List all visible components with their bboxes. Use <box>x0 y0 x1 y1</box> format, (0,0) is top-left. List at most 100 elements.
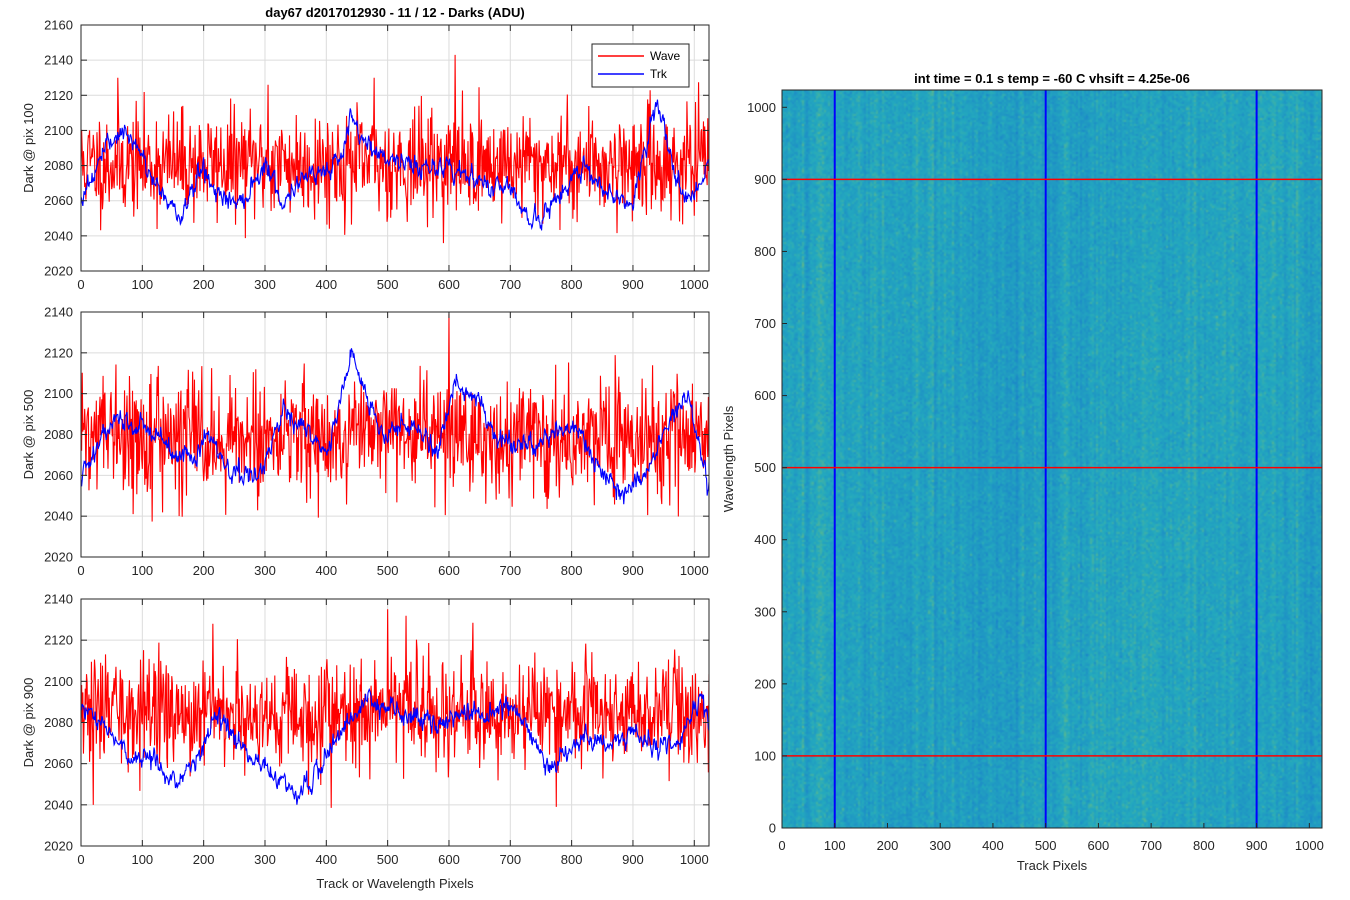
y-tick-label: 1000 <box>747 100 776 115</box>
y-tick-label: 2140 <box>44 305 73 320</box>
y-tick-label: 2040 <box>44 509 73 524</box>
x-tick-label: 600 <box>438 563 460 578</box>
x-tick-label: 300 <box>929 838 951 853</box>
y-tick-label: 2120 <box>44 345 73 360</box>
x-tick-label: 100 <box>131 563 153 578</box>
legend-label-trk: Trk <box>650 67 668 81</box>
y-tick-label: 2020 <box>44 264 73 279</box>
x-tick-label: 900 <box>622 852 644 867</box>
x-tick-label: 700 <box>499 277 521 292</box>
x-tick-label: 1000 <box>680 563 709 578</box>
x-tick-label: 200 <box>877 838 899 853</box>
y-tick-label: 2080 <box>44 427 73 442</box>
x-tick-label: 600 <box>1088 838 1110 853</box>
y-tick-label: 800 <box>754 244 776 259</box>
x-tick-label: 700 <box>1140 838 1162 853</box>
y-tick-label: 2020 <box>44 550 73 565</box>
y-tick-label: 900 <box>754 172 776 187</box>
chart-title: day67 d2017012930 - 11 / 12 - Darks (ADU… <box>265 5 524 20</box>
axes-box <box>781 89 1323 829</box>
x-tick-label: 100 <box>131 852 153 867</box>
y-tick-label: 2100 <box>44 674 73 689</box>
y-tick-label: 2100 <box>44 123 73 138</box>
x-tick-label: 200 <box>193 563 215 578</box>
series-line-trk <box>81 687 709 805</box>
y-tick-label: 2080 <box>44 158 73 173</box>
y-tick-label: 500 <box>754 460 776 475</box>
x-tick-label: 700 <box>499 852 521 867</box>
x-tick-label: 500 <box>377 277 399 292</box>
y-tick-label: 2100 <box>44 386 73 401</box>
series-line-wave <box>81 54 709 244</box>
x-tick-label: 100 <box>824 838 846 853</box>
x-tick-label: 300 <box>254 277 276 292</box>
y-tick-label: 2140 <box>44 53 73 68</box>
y-axis-label: Dark @ pix 100 <box>21 103 36 193</box>
x-tick-label: 900 <box>622 563 644 578</box>
x-tick-label: 900 <box>1246 838 1268 853</box>
x-tick-label: 700 <box>499 563 521 578</box>
y-axis-label: Dark @ pix 500 <box>21 390 36 480</box>
axes-box <box>80 24 710 272</box>
x-tick-label: 800 <box>1193 838 1215 853</box>
x-tick-label: 100 <box>131 277 153 292</box>
series-line-wave <box>81 314 709 522</box>
x-tick-label: 400 <box>315 852 337 867</box>
y-tick-label: 400 <box>754 532 776 547</box>
y-tick-label: 2120 <box>44 88 73 103</box>
y-tick-label: 200 <box>754 676 776 691</box>
series-line-trk <box>81 348 709 505</box>
x-tick-label: 0 <box>77 563 84 578</box>
legend-box <box>591 43 690 88</box>
x-tick-label: 500 <box>1035 838 1057 853</box>
panel-1: 0 100 200 300 400 500 600 700 800 900 1000 2020 2040… <box>21 5 710 292</box>
y-tick-label: 2160 <box>44 18 73 33</box>
x-tick-label: 0 <box>77 852 84 867</box>
y-tick-label: 100 <box>754 748 776 763</box>
y-tick-label: 2040 <box>44 797 73 812</box>
legend: Wave Trk <box>591 43 690 88</box>
legend-label-wave: Wave <box>650 49 681 63</box>
heatmap-image <box>782 90 1322 828</box>
panel-3: 0 100 200 300 400 500 600 700 800 900 1000 2020 2040… <box>21 592 710 891</box>
x-tick-label: 400 <box>982 838 1004 853</box>
y-tick-label: 2060 <box>44 193 73 208</box>
x-tick-label: 0 <box>77 277 84 292</box>
y-tick-label: 2020 <box>44 839 73 854</box>
x-tick-label: 1000 <box>680 277 709 292</box>
y-tick-label: 0 <box>769 821 776 836</box>
series-line-trk <box>81 99 709 231</box>
x-tick-label: 1000 <box>1295 838 1324 853</box>
panel-2: 0 100 200 300 400 500 600 700 800 900 1000 2020 2040… <box>21 305 710 578</box>
x-tick-label: 800 <box>561 277 583 292</box>
series-line-wave <box>81 609 709 808</box>
y-tick-label: 2060 <box>44 468 73 483</box>
y-tick-label: 2140 <box>44 592 73 607</box>
x-tick-label: 800 <box>561 852 583 867</box>
y-axis-label: Wavelength Pixels <box>721 405 736 512</box>
panel-4: 0 100 200 300 400 500 600 700 800 900 1000 0 100 200 3… <box>721 71 1324 873</box>
x-axis-label: Track Pixels <box>1017 858 1088 873</box>
y-tick-label: 2080 <box>44 715 73 730</box>
y-tick-label: 2040 <box>44 228 73 243</box>
x-tick-label: 200 <box>193 277 215 292</box>
x-tick-label: 900 <box>622 277 644 292</box>
x-tick-label: 300 <box>254 852 276 867</box>
y-axis-label: Dark @ pix 900 <box>21 678 36 768</box>
y-tick-label: 600 <box>754 388 776 403</box>
y-tick-label: 300 <box>754 604 776 619</box>
x-tick-label: 500 <box>377 563 399 578</box>
x-tick-label: 200 <box>193 852 215 867</box>
x-tick-label: 500 <box>377 852 399 867</box>
x-tick-label: 400 <box>315 277 337 292</box>
heatmap-title: int time = 0.1 s temp = -60 C vhsift = 4… <box>914 71 1190 86</box>
x-tick-label: 400 <box>315 563 337 578</box>
x-axis-label: Track or Wavelength Pixels <box>316 876 474 891</box>
x-tick-label: 1000 <box>680 852 709 867</box>
x-tick-label: 300 <box>254 563 276 578</box>
y-tick-label: 2120 <box>44 633 73 648</box>
y-tick-label: 700 <box>754 316 776 331</box>
x-tick-label: 600 <box>438 852 460 867</box>
x-tick-label: 800 <box>561 563 583 578</box>
